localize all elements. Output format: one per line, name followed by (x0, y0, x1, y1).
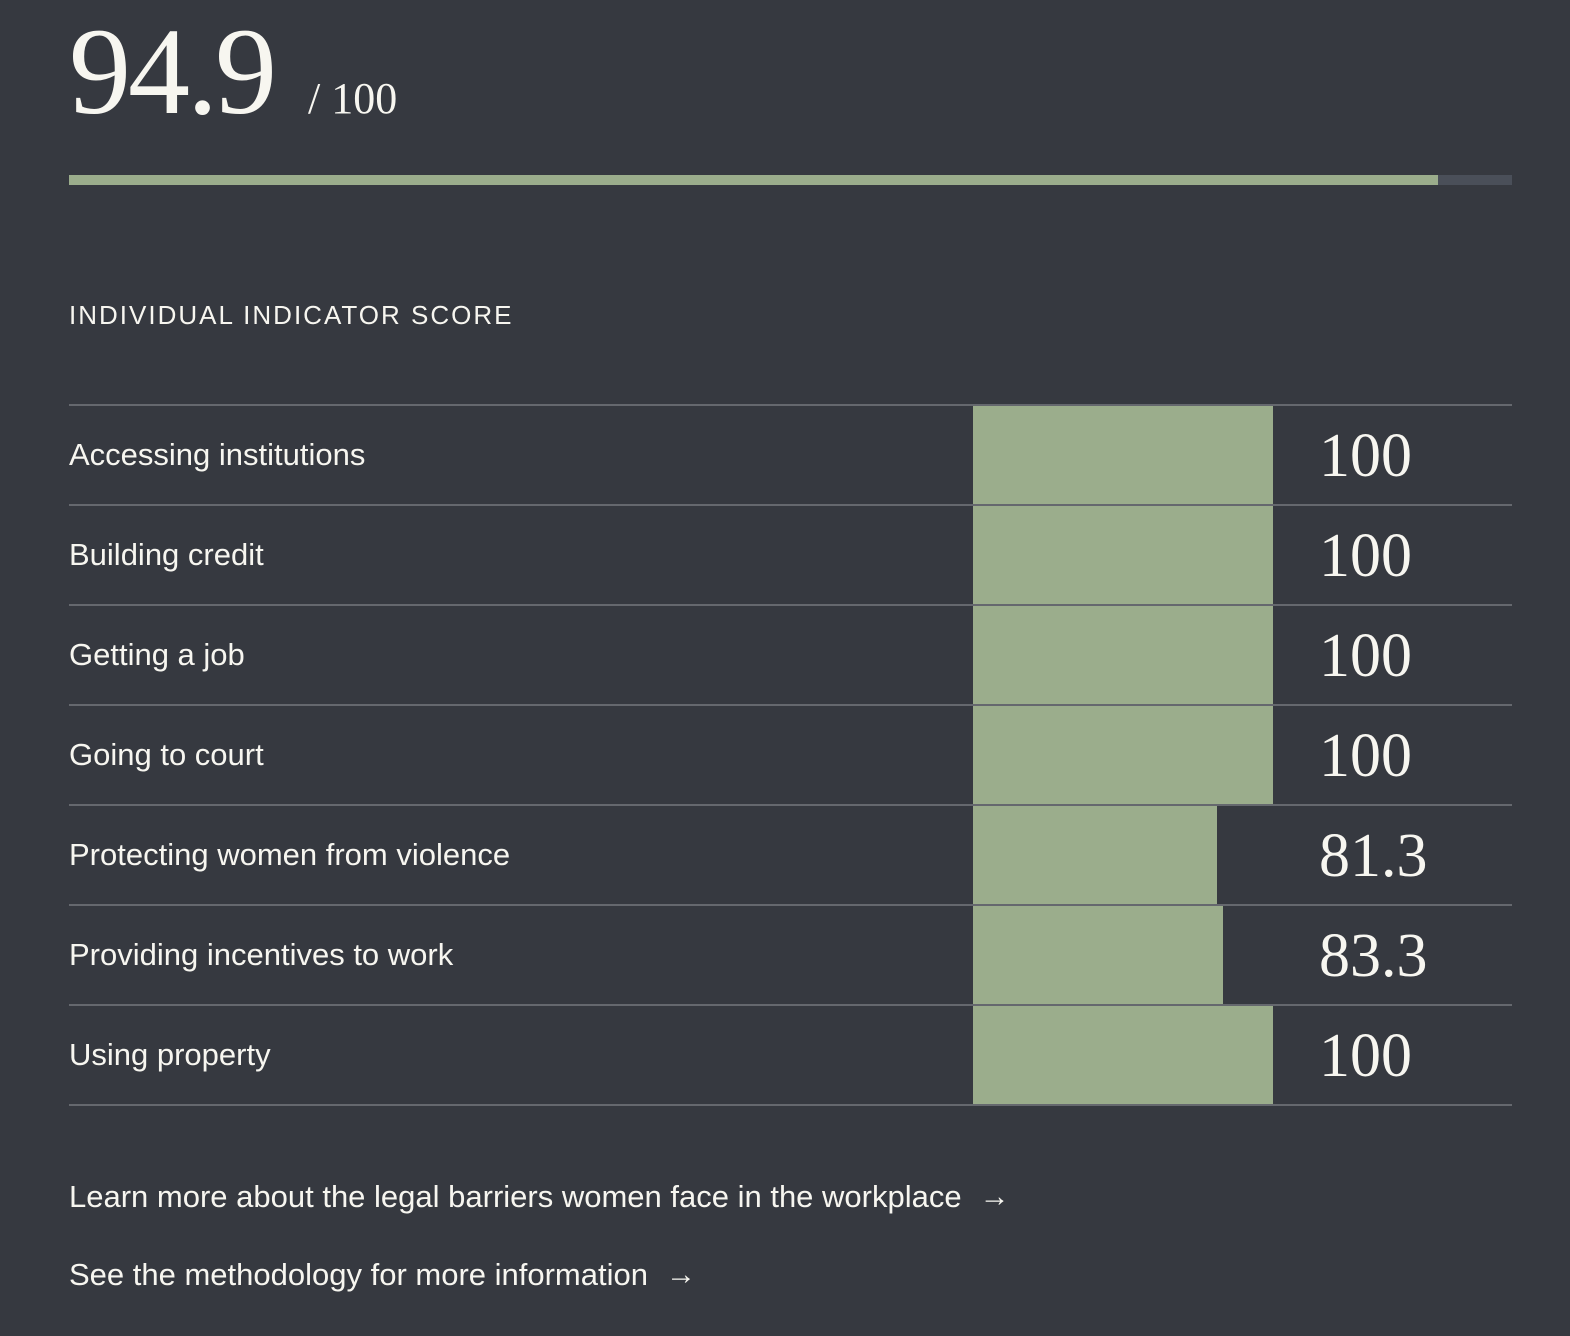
indicator-label: Getting a job (69, 637, 245, 672)
indicator-row: Providing incentives to work 83.3 (69, 906, 1512, 1006)
indicator-bar (973, 406, 1273, 504)
indicator-bar (973, 906, 1223, 1004)
indicator-label: Accessing institutions (69, 437, 366, 472)
link-label: Learn more about the legal barriers wome… (69, 1179, 962, 1214)
links: Learn more about the legal barriers wome… (69, 1176, 1010, 1332)
indicator-value: 100 (1319, 522, 1412, 590)
arrow-right-icon: → (979, 1180, 1010, 1213)
indicator-bar (973, 506, 1273, 604)
indicator-bar (973, 1006, 1273, 1104)
indicator-row: Going to court 100 (69, 706, 1512, 806)
indicator-row: Protecting women from violence 81.3 (69, 806, 1512, 906)
section-title: INDIVIDUAL INDICATOR SCORE (69, 300, 514, 330)
indicator-value: 100 (1319, 1022, 1412, 1090)
indicator-label: Building credit (69, 537, 264, 572)
indicator-value: 83.3 (1319, 922, 1428, 990)
overall-progress-fill (69, 175, 1439, 185)
indicator-row: Accessing institutions 100 (69, 406, 1512, 506)
indicator-row: Using property 100 (69, 1006, 1512, 1106)
indicator-label: Protecting women from violence (69, 837, 511, 872)
indicator-value: 100 (1319, 622, 1412, 690)
indicator-bar (973, 806, 1217, 904)
indicator-value: 100 (1319, 722, 1412, 790)
indicator-row: Building credit 100 (69, 506, 1512, 606)
link-label: See the methodology for more information (69, 1257, 648, 1292)
indicator-row: Getting a job 100 (69, 606, 1512, 706)
legal-barriers-link[interactable]: Learn more about the legal barriers wome… (69, 1176, 1010, 1218)
indicator-table: Accessing institutions 100 Building cred… (69, 404, 1512, 1106)
indicator-label: Using property (69, 1037, 271, 1072)
indicator-bar (973, 706, 1273, 804)
indicator-label: Providing incentives to work (69, 937, 454, 972)
indicator-bar (973, 606, 1273, 704)
overall-score-value: 94.9 (69, 3, 277, 140)
indicator-label: Going to court (69, 737, 264, 772)
arrow-right-icon: → (665, 1258, 696, 1291)
methodology-link[interactable]: See the methodology for more information… (69, 1254, 1010, 1296)
indicator-value: 81.3 (1319, 822, 1428, 890)
overall-score: 94.9 / 100 (69, 10, 397, 134)
overall-score-max: / 100 (308, 74, 398, 123)
indicator-value: 100 (1319, 422, 1412, 490)
overall-progress-track (69, 175, 1512, 185)
